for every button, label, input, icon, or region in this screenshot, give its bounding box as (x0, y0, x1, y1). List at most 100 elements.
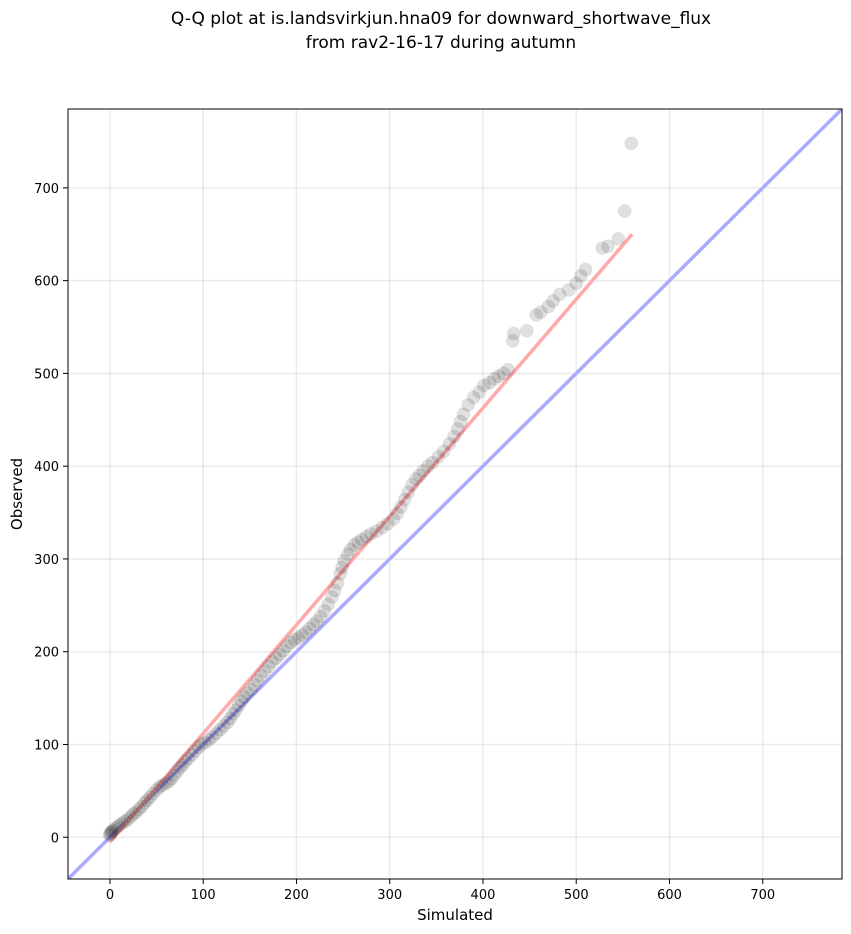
qq-point (185, 747, 200, 762)
fit-line (108, 233, 634, 844)
qq-point (194, 737, 209, 752)
data-points (102, 136, 639, 843)
qq-point (223, 711, 238, 726)
qq-point (276, 643, 291, 658)
qq-point (231, 698, 246, 713)
x-tick-label: 300 (377, 888, 402, 903)
plot-frame (67, 108, 843, 880)
x-tick-label: 200 (284, 888, 309, 903)
qq-point (137, 795, 152, 810)
x-tick-label: 500 (564, 888, 589, 903)
qq-point (330, 576, 345, 591)
qq-point (187, 743, 202, 758)
qq-point (107, 821, 122, 836)
qq-point (343, 542, 358, 557)
qq-point (491, 369, 506, 384)
qq-point (505, 333, 520, 348)
qq-point (250, 673, 265, 688)
y-tick-label: 200 (34, 646, 59, 661)
qq-point (143, 790, 158, 805)
qq-point (302, 621, 317, 636)
qq-point (347, 538, 362, 553)
qq-point (172, 760, 187, 775)
qq-point (600, 239, 615, 254)
qq-point (198, 735, 213, 750)
qq-point (611, 231, 626, 246)
qq-point (442, 436, 457, 451)
qq-point (112, 818, 127, 833)
qq-point (321, 597, 336, 612)
qq-point (340, 547, 355, 562)
qq-point (155, 778, 170, 793)
qq-point (466, 390, 481, 405)
qq-point (359, 529, 374, 544)
qq-point (487, 371, 502, 386)
qq-point (313, 609, 328, 624)
reference-lines (68, 109, 842, 879)
y-tick-label: 400 (34, 460, 59, 475)
x-tick-label: 100 (191, 888, 216, 903)
chart-title-line-2: from rav2-16-17 during autumn (306, 33, 576, 53)
qq-point (201, 732, 216, 747)
qq-point (545, 294, 560, 309)
qq-point (416, 463, 431, 478)
qq-point (624, 136, 639, 151)
qq-point (390, 506, 405, 521)
qq-point (161, 774, 176, 789)
qq-point (254, 668, 269, 683)
qq-point (617, 204, 632, 219)
qq-point (461, 397, 476, 412)
qq-point (140, 793, 155, 808)
qq-point (453, 414, 468, 429)
qq-point (447, 429, 462, 444)
qq-point (552, 287, 567, 302)
qq-point (216, 718, 231, 733)
qq-point (240, 686, 255, 701)
qq-point (158, 776, 173, 791)
qq-point (335, 560, 350, 575)
qq-point (181, 751, 196, 766)
qq-point (261, 659, 276, 674)
y-tick-label: 600 (34, 275, 59, 290)
y-tick-label: 500 (34, 367, 59, 382)
qq-point (324, 589, 339, 604)
qq-point (123, 809, 138, 824)
qq-point (436, 444, 451, 459)
qq-point (386, 512, 401, 527)
qq-point (431, 449, 446, 464)
qq-point (306, 617, 321, 632)
qq-point (228, 703, 243, 718)
qq-point (375, 520, 390, 535)
qq-point (408, 472, 423, 487)
qq-point (569, 276, 584, 291)
qq-point (529, 307, 544, 322)
qq-point (104, 824, 119, 839)
qq-point (519, 323, 534, 338)
qq-point (170, 764, 185, 779)
qq-point (247, 678, 262, 693)
qq-point (397, 492, 412, 507)
qq-point (129, 805, 144, 820)
qq-point (213, 722, 228, 737)
qq-point (243, 682, 258, 697)
qq-point (541, 299, 556, 314)
qq-point (178, 754, 193, 769)
qq-point (152, 780, 167, 795)
qq-point (164, 771, 179, 786)
qq-point (115, 816, 130, 831)
qq-point (126, 807, 141, 822)
qq-point (337, 553, 352, 568)
qq-point (103, 825, 118, 840)
qq-point (482, 375, 497, 390)
y-axis-label: Observed (8, 458, 26, 530)
x-axis-label: Simulated (417, 906, 493, 924)
qq-point (131, 802, 146, 817)
qq-point (533, 305, 548, 320)
qq-point (175, 757, 190, 772)
qq-point (476, 378, 491, 393)
qq-point (420, 459, 435, 474)
qq-point (145, 786, 160, 801)
y-axis-ticks: 0 100 200 300 400 500 600 700 (34, 182, 68, 846)
qq-point (272, 647, 287, 662)
qq-point (295, 628, 310, 643)
